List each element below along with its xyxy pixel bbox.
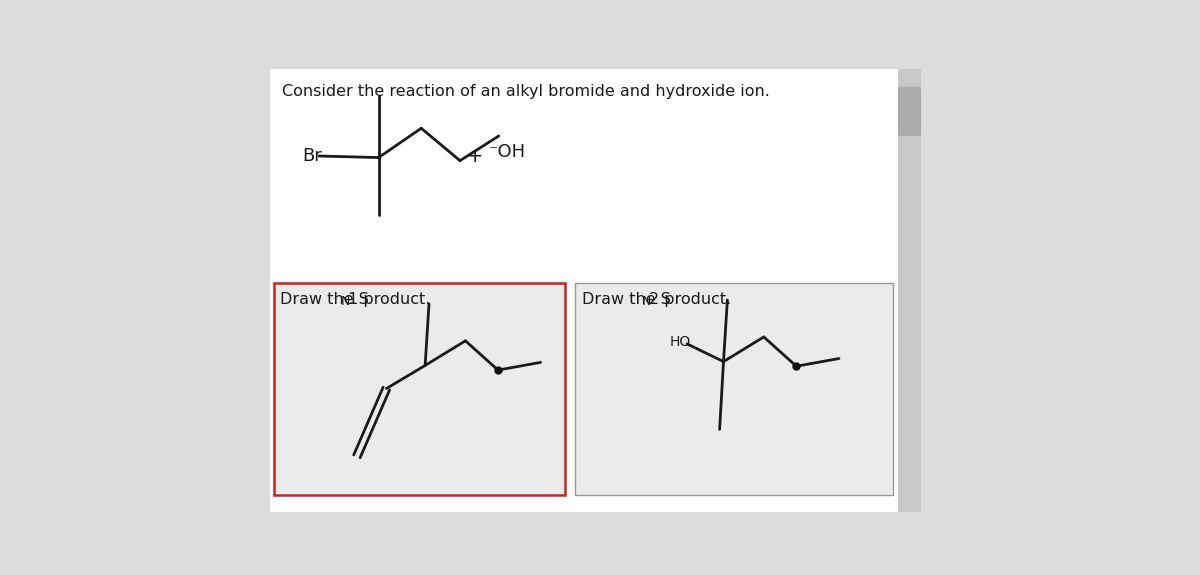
Bar [274, 283, 565, 495]
FancyBboxPatch shape [898, 87, 922, 136]
Bar [270, 69, 898, 512]
Text: ⁻OH: ⁻OH [488, 143, 526, 161]
Text: +: + [467, 147, 484, 166]
Text: Consider the reaction of an alkyl bromide and hydroxide ion.: Consider the reaction of an alkyl bromid… [282, 85, 769, 99]
Text: 2 product.: 2 product. [649, 292, 731, 307]
Text: Br: Br [302, 147, 322, 165]
Text: N: N [642, 294, 652, 308]
Text: N: N [341, 294, 350, 308]
Bar [898, 69, 922, 512]
Text: HO: HO [670, 335, 690, 350]
Text: 1 product.: 1 product. [348, 292, 430, 307]
Bar [576, 283, 893, 495]
Text: Draw the S: Draw the S [582, 292, 671, 307]
Text: Draw the S: Draw the S [281, 292, 370, 307]
